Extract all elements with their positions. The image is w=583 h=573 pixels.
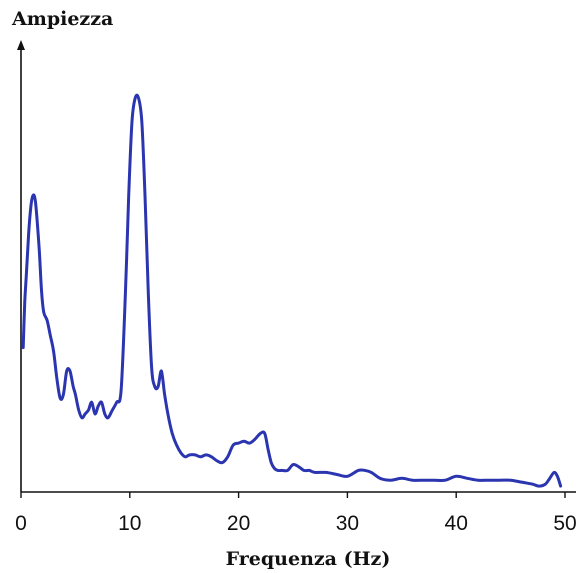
amplitude-series-line [21, 93, 563, 488]
y-axis-label: Ampiezza [11, 8, 113, 30]
x-axis: 0 10 20 30 40 50 Frequenza (Hz) [15, 491, 577, 570]
x-tick-label: 0 [15, 512, 27, 535]
y-axis: Ampiezza [11, 8, 113, 492]
x-tick-label: 10 [118, 512, 141, 535]
x-tick-label: 40 [445, 512, 468, 535]
x-tick-label: 50 [553, 512, 576, 535]
y-axis-arrow-icon [17, 40, 25, 50]
x-tick-label: 20 [227, 512, 250, 535]
x-axis-label: Frequenza (Hz) [226, 548, 391, 570]
x-tick-label: 30 [336, 512, 359, 535]
x-ticks: 0 10 20 30 40 50 [15, 492, 577, 535]
